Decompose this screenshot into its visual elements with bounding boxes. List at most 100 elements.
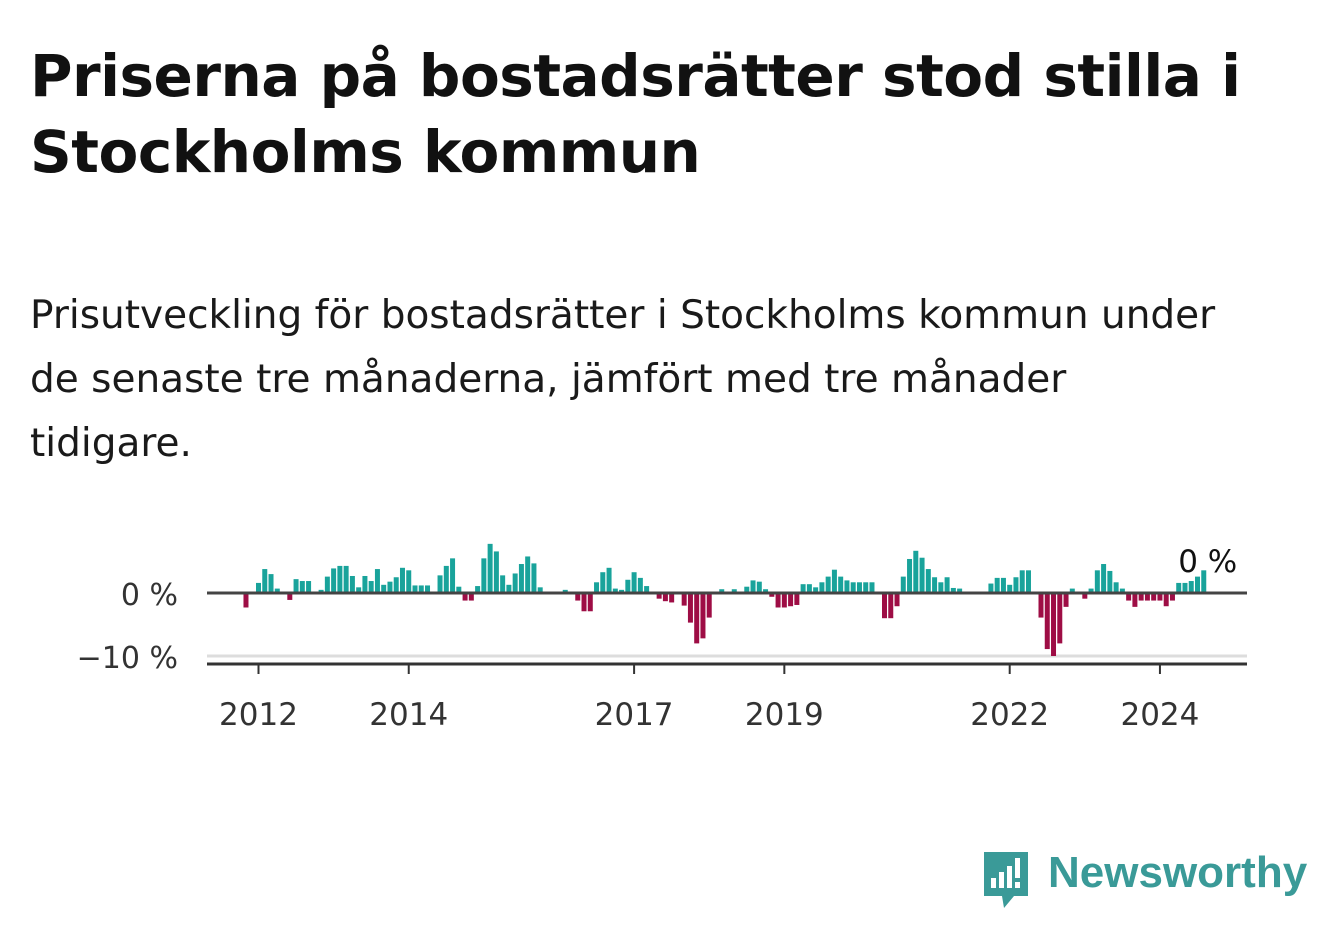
bar (262, 569, 268, 593)
bar (813, 587, 819, 593)
bar (1082, 593, 1088, 599)
bar (1000, 577, 1006, 593)
bar (731, 589, 737, 593)
bar (368, 581, 374, 593)
bar (1195, 576, 1200, 593)
bar (318, 589, 324, 593)
bar (268, 574, 274, 593)
bar (763, 589, 769, 593)
bar (781, 593, 787, 608)
bar (362, 575, 368, 593)
bar (694, 593, 700, 644)
bar (1069, 588, 1075, 593)
y-tick-label: 0 % (121, 578, 178, 613)
bar (600, 572, 606, 593)
bar (468, 593, 474, 601)
bar (1051, 593, 1057, 656)
bar (1151, 593, 1157, 601)
bar (1088, 588, 1094, 593)
bar (337, 565, 343, 593)
bar (938, 582, 944, 593)
bar (481, 558, 487, 593)
bar (1107, 570, 1113, 593)
bar (1019, 570, 1025, 593)
bar (894, 593, 900, 607)
bar (932, 577, 938, 593)
bar (1063, 593, 1069, 607)
bar (1119, 588, 1125, 593)
bar (681, 593, 687, 606)
chart-subtitle: Prisutveckling för bostadsrätter i Stock… (30, 293, 1216, 466)
bar (243, 593, 249, 608)
x-tick-label: 2012 (219, 697, 298, 733)
bar (381, 584, 387, 593)
x-tick-label: 2024 (1120, 697, 1199, 733)
bar (324, 576, 330, 593)
bar (950, 587, 956, 593)
bar (756, 581, 762, 593)
bar (819, 582, 825, 593)
bar (888, 593, 894, 619)
bar (637, 577, 643, 593)
bar (425, 585, 431, 593)
bar (687, 593, 693, 623)
newsworthy-logo-icon (984, 852, 1028, 908)
bar (1044, 593, 1050, 650)
bar (306, 581, 312, 593)
bar (844, 580, 850, 593)
bar (775, 593, 781, 608)
bar (831, 569, 837, 593)
bar (299, 581, 305, 593)
bar (612, 588, 618, 593)
bar (1025, 570, 1031, 593)
bar (700, 593, 706, 639)
bar (825, 576, 831, 593)
bar (850, 582, 856, 593)
bar (349, 575, 355, 593)
bar (1169, 593, 1175, 601)
bar (456, 586, 462, 593)
bar (575, 593, 581, 601)
bar (913, 550, 919, 593)
bar (393, 577, 399, 593)
bar (794, 593, 800, 605)
bar (1182, 582, 1188, 593)
x-tick-label: 2017 (595, 697, 674, 733)
bar (356, 587, 362, 593)
bar (487, 543, 493, 593)
bar (788, 593, 794, 607)
y-tick-label: −10 % (77, 641, 178, 676)
brand-name: Newsworthy (1048, 848, 1308, 897)
bar (1094, 570, 1100, 593)
bar (437, 575, 443, 593)
bar (594, 582, 600, 593)
x-tick-label: 2014 (369, 697, 448, 733)
bar (343, 565, 349, 593)
bar (625, 579, 631, 593)
bar (537, 587, 543, 593)
bar (1038, 593, 1044, 618)
bar (806, 584, 812, 593)
bar (1157, 593, 1163, 601)
bar (769, 593, 775, 597)
bar (988, 583, 994, 593)
bar (1113, 582, 1119, 593)
bar-chart: 0 % −10 % 2012 2014 2017 2019 2022 2024 0 % (77, 543, 1247, 733)
bar (450, 558, 456, 593)
bar (944, 577, 950, 593)
bar (443, 565, 449, 593)
bar (512, 573, 518, 593)
bar (331, 568, 337, 593)
bar (518, 564, 524, 593)
bar (1144, 593, 1150, 601)
bar (581, 593, 587, 612)
bar (418, 585, 424, 593)
bar (587, 593, 593, 612)
bar (706, 593, 712, 618)
bar (863, 582, 869, 593)
bar (800, 584, 806, 593)
bar (869, 582, 875, 593)
bar (256, 582, 261, 593)
bar (531, 563, 537, 593)
bar (644, 586, 650, 593)
